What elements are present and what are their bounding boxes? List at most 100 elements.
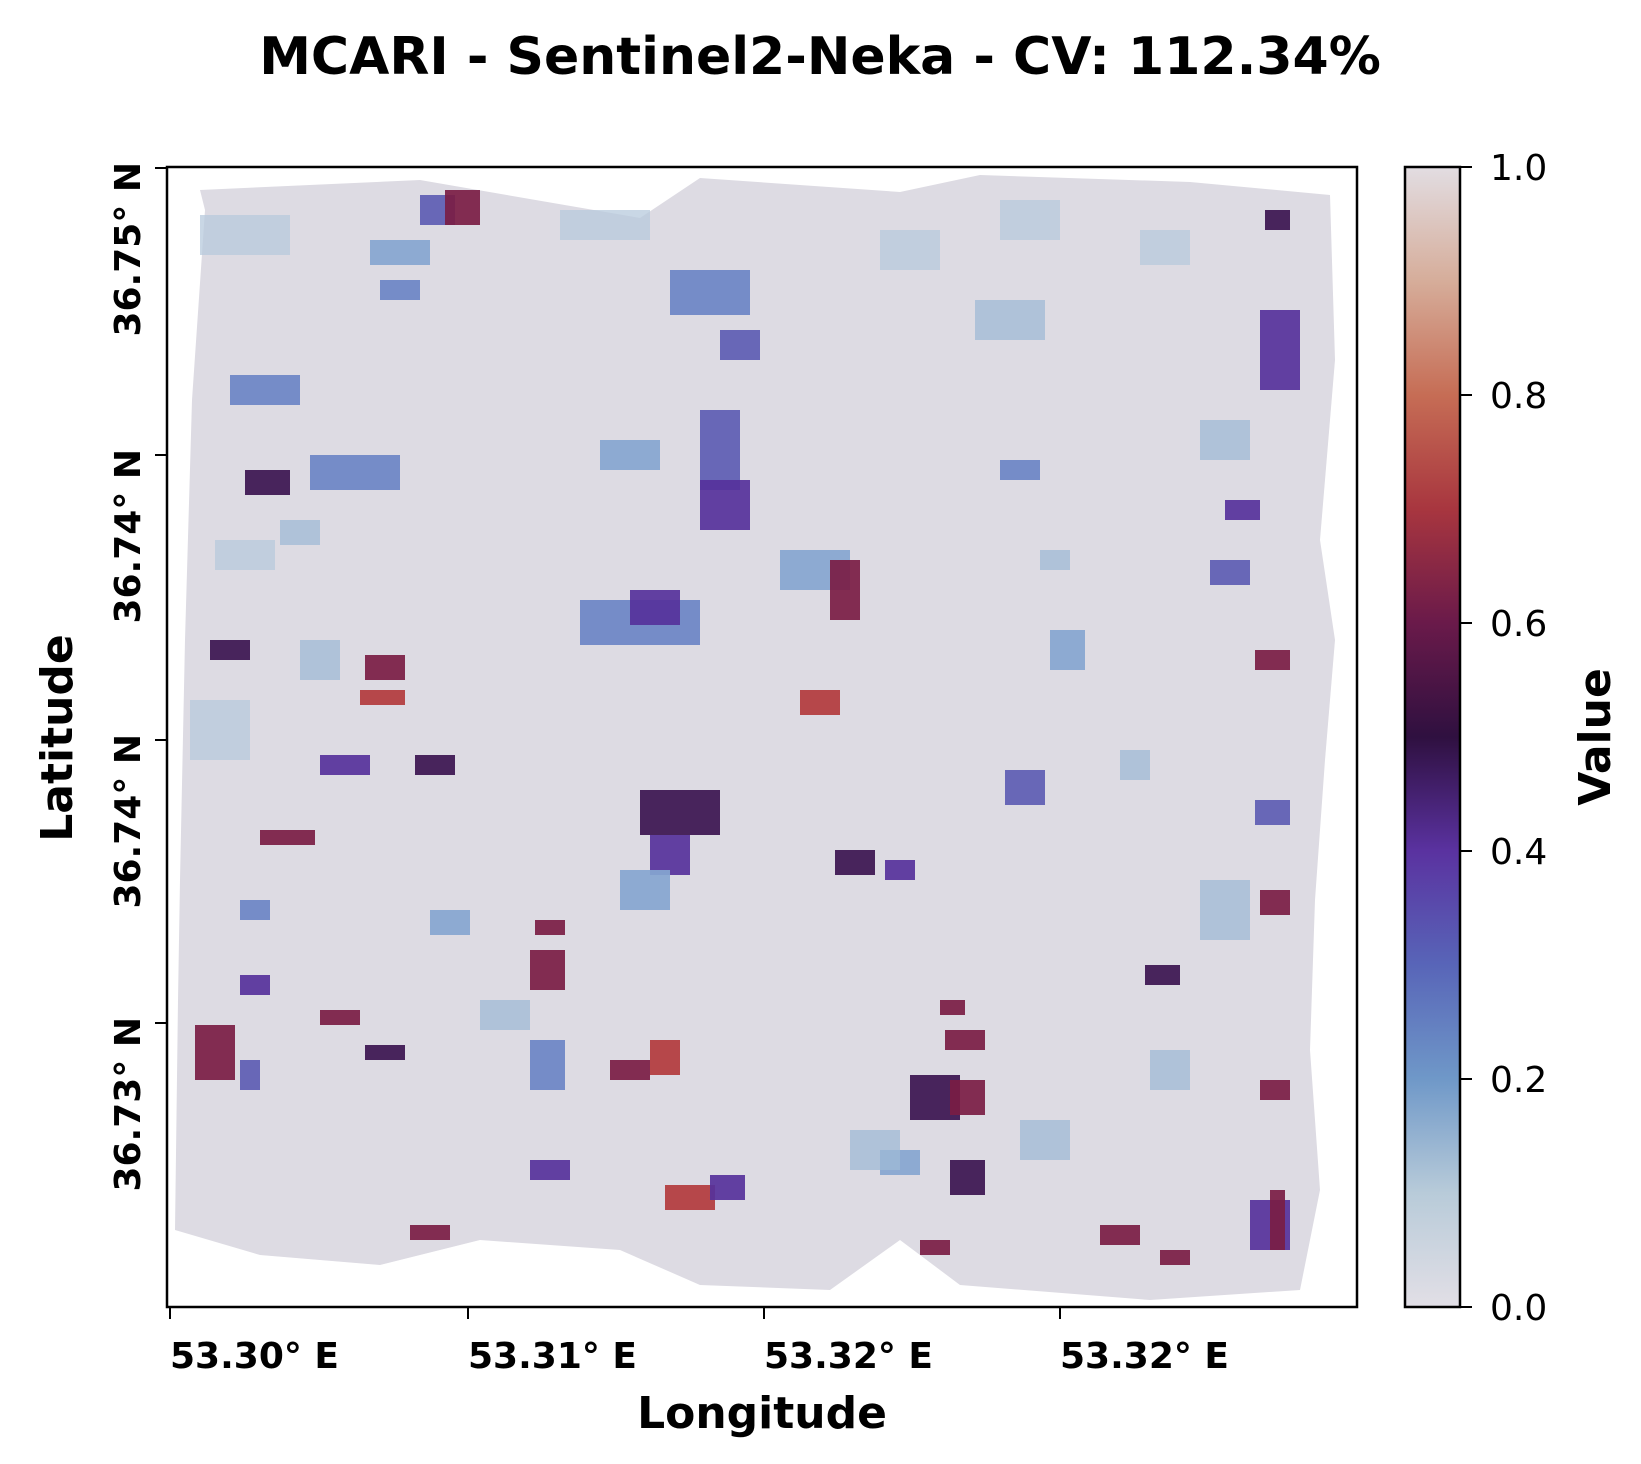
heatmap-cell: [1260, 890, 1290, 915]
heatmap-background: [175, 175, 1335, 1300]
heatmap-cell: [210, 640, 250, 660]
heatmap-cell: [1255, 650, 1290, 670]
heatmap-cell: [230, 375, 300, 405]
heatmap-cell: [560, 210, 650, 240]
heatmap-cell: [720, 330, 760, 360]
chart-title: MCARI - Sentinel2-Neka - CV: 112.34%: [259, 27, 1381, 87]
heatmap-cell: [1000, 460, 1040, 480]
heatmap-cell: [850, 1130, 900, 1170]
heatmap-cell: [1100, 1225, 1140, 1245]
heatmap-cell: [1020, 1120, 1070, 1160]
heatmap-cell: [650, 835, 690, 875]
heatmap-cell: [830, 560, 860, 620]
x-tick-label: 53.30° E: [170, 1336, 339, 1377]
heatmap-cell: [240, 1060, 260, 1090]
heatmap-cell: [365, 655, 405, 680]
heatmap-cell: [480, 1000, 530, 1030]
heatmap-cell: [530, 1040, 565, 1090]
colorbar-tick-label: 0.6: [1490, 604, 1547, 645]
heatmap-cell: [215, 540, 275, 570]
heatmap-cell: [1200, 420, 1250, 460]
heatmap-cell: [1260, 1080, 1290, 1100]
heatmap-cell: [300, 640, 340, 680]
heatmap-cell: [1270, 1190, 1285, 1250]
plot-frame: [165, 165, 1359, 1309]
colorbar-tick-label: 1.0: [1490, 148, 1547, 189]
heatmap-cell: [530, 950, 565, 990]
heatmap-cell: [310, 455, 400, 490]
heatmap-cell: [320, 1010, 360, 1025]
heatmap-cell: [945, 1030, 985, 1050]
heatmap-cell: [1255, 800, 1290, 825]
colorbar: 0.0 0.2 0.4 0.6 0.8 1.0 Value: [1403, 148, 1621, 1329]
heatmap-cell: [1145, 965, 1180, 985]
heatmap-cell: [320, 755, 370, 775]
heatmap-cell: [620, 870, 670, 910]
heatmap-cell: [1005, 770, 1045, 805]
heatmap-cell: [800, 690, 840, 715]
heatmap-cell: [885, 860, 915, 880]
colorbar-frame: [1403, 165, 1462, 1309]
y-tick-label: 36.75° N: [108, 162, 149, 337]
heatmap-cell: [670, 270, 750, 315]
heatmap-cell: [445, 190, 480, 225]
heatmap-cell: [880, 230, 940, 270]
heatmap-cell: [665, 1185, 715, 1210]
x-axis: 53.30° E 53.31° E 53.32° E 53.32° E Long…: [169, 1307, 1229, 1439]
x-axis-label: Longitude: [637, 1388, 887, 1439]
x-tick-label: 53.31° E: [468, 1336, 637, 1377]
heatmap-cell: [940, 1000, 965, 1015]
y-tick-label: 36.74° N: [108, 734, 149, 909]
heatmap-cell: [1050, 630, 1085, 670]
colorbar-tick-label: 0.4: [1490, 832, 1547, 873]
heatmap-cell: [650, 1040, 680, 1075]
heatmap-cell: [1040, 550, 1070, 570]
heatmap-cell: [1260, 310, 1300, 390]
heatmap-cell: [610, 1060, 650, 1080]
heatmap-cell: [950, 1160, 985, 1195]
heatmap-cell: [430, 910, 470, 935]
heatmap-cell: [640, 790, 720, 835]
heatmap-cell: [835, 850, 875, 875]
heatmap-cell: [195, 1025, 235, 1080]
heatmap-cells: [190, 190, 1300, 1265]
heatmap-cell: [1120, 750, 1150, 780]
heatmap-cell: [190, 700, 250, 760]
heatmap-cell: [240, 900, 270, 920]
heatmap-cell: [380, 280, 420, 300]
heatmap-cell: [1225, 500, 1260, 520]
colorbar-tick-label: 0.0: [1490, 1288, 1547, 1329]
heatmap-cell: [365, 1045, 405, 1060]
heatmap-cell: [530, 1160, 570, 1180]
heatmap-cell: [280, 520, 320, 545]
heatmap-cell: [600, 440, 660, 470]
heatmap-cell: [700, 480, 750, 530]
y-tick-label: 36.73° N: [108, 1017, 149, 1192]
heatmap-cell: [360, 690, 405, 705]
heatmap-cell: [245, 470, 290, 495]
heatmap-cell: [415, 755, 455, 775]
x-tick-label: 53.32° E: [764, 1336, 933, 1377]
heatmap-area: [175, 175, 1335, 1300]
heatmap-cell: [260, 830, 315, 845]
heatmap-cell: [535, 920, 565, 935]
colorbar-tick-label: 0.8: [1490, 376, 1547, 417]
heatmap-cell: [950, 1080, 985, 1115]
heatmap-cell: [975, 300, 1045, 340]
heatmap-cell: [1000, 200, 1060, 240]
y-axis-label: Latitude: [32, 634, 83, 842]
heatmap-cell: [710, 1175, 745, 1200]
colorbar-label: Value: [1570, 668, 1621, 806]
y-axis: 36.75° N 36.74° N 36.74° N 36.73° N Lati…: [32, 162, 167, 1192]
heatmap-cell: [700, 410, 740, 490]
heatmap-cell: [1140, 230, 1190, 265]
heatmap-cell: [1265, 210, 1290, 230]
heatmap-cell: [1150, 1050, 1190, 1090]
heatmap-cell: [1160, 1250, 1190, 1265]
heatmap-cell: [200, 215, 290, 255]
colorbar-gradient: [1405, 167, 1460, 1307]
heatmap-cell: [920, 1240, 950, 1255]
heatmap-cell: [370, 240, 430, 265]
heatmap-cell: [1210, 560, 1250, 585]
